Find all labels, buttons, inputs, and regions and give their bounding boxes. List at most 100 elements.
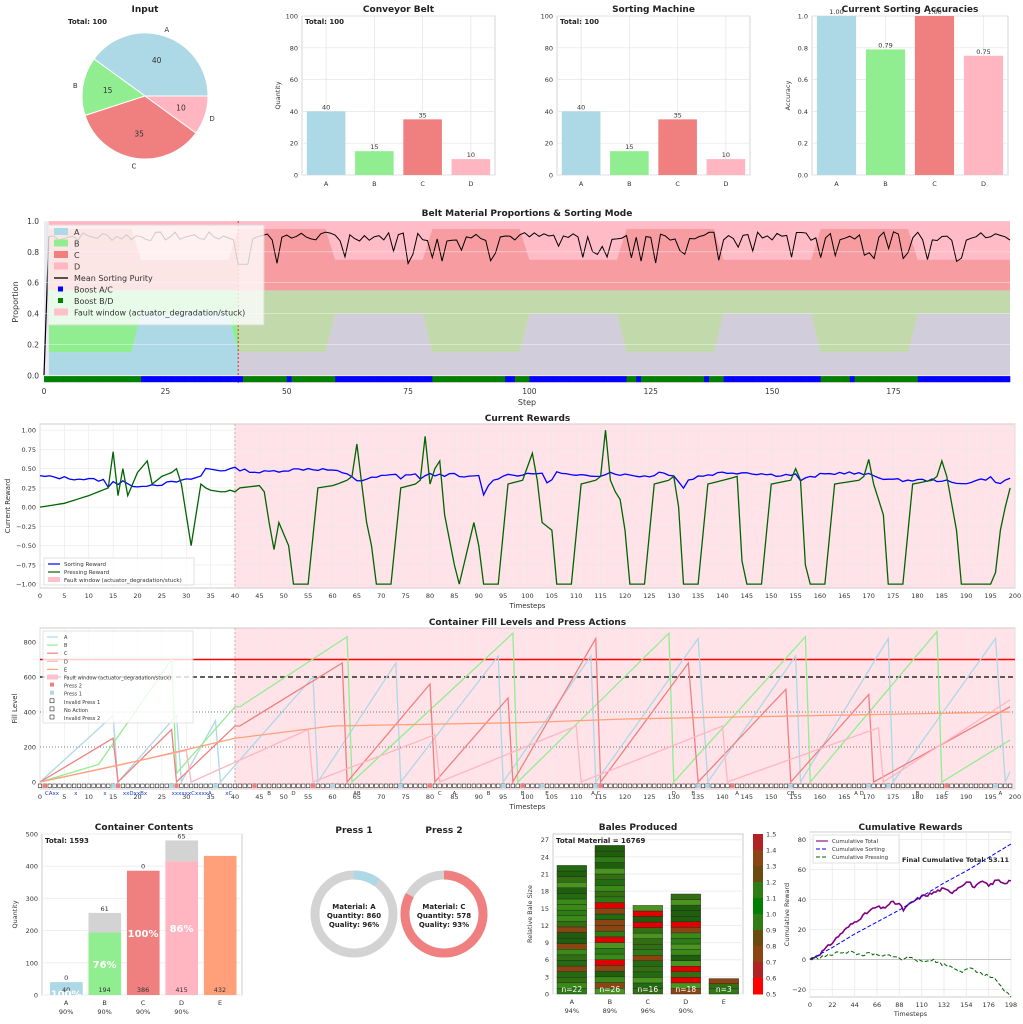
mode-marker [995, 376, 1001, 383]
x-tick-label: D [468, 180, 473, 188]
legend-swatch [49, 706, 55, 712]
action-marker [125, 783, 130, 788]
chart-title: Current Sorting Accuracies [842, 5, 979, 15]
action-marker [783, 783, 788, 788]
mode-marker [1005, 376, 1011, 383]
y-tick-label: 200 [24, 744, 36, 752]
x-tick-label: B [627, 180, 631, 188]
legend-label: Boost A/C [74, 286, 113, 295]
bale-segment [708, 978, 739, 984]
mode-marker [976, 376, 982, 383]
press-label: E [545, 791, 549, 797]
colorbar-segment [753, 914, 763, 931]
mode-marker [539, 376, 545, 383]
mode-marker [752, 376, 758, 383]
y-tick-label: 100 [286, 13, 298, 21]
press2-marker [42, 784, 47, 788]
x-tick-label: 154 [960, 1001, 972, 1009]
y-tick-label: 500 [26, 831, 38, 839]
y-tick-label: 800 [24, 639, 36, 647]
mode-marker [655, 376, 661, 383]
action-marker [306, 783, 311, 788]
bale-segment [556, 960, 587, 967]
press1-marker [501, 784, 506, 788]
extra-label: 65 [177, 832, 185, 840]
x-tick-label: 90 [475, 592, 483, 600]
press-label: B [267, 791, 271, 797]
action-marker [525, 783, 530, 788]
x-tick-label: 40 [231, 793, 239, 801]
mode-marker [427, 376, 433, 383]
mode-marker [728, 376, 734, 383]
mode-marker [587, 376, 593, 383]
mode-marker [723, 376, 729, 383]
bale-segment [556, 932, 587, 939]
y-tick-label: 15 [541, 905, 549, 913]
press-label: B [916, 791, 920, 797]
colorbar-tick: 1.1 [766, 895, 776, 903]
legend-label: Fault window (actuator_degradation/stuck… [74, 309, 245, 318]
mode-marker [922, 376, 928, 383]
x-tick-label: 180 [911, 793, 923, 801]
mode-marker [733, 376, 739, 383]
bale-segment [632, 927, 663, 934]
mode-marker [825, 376, 831, 383]
legend-label: A [74, 228, 80, 237]
invalid-label: xxxxxxCxxxxA [172, 791, 212, 797]
x-tick-label: 115 [594, 592, 606, 600]
x-tick-label: 135 [692, 793, 704, 801]
legend-label: C [74, 251, 80, 260]
action-marker [700, 783, 706, 788]
action-marker [983, 783, 988, 788]
action-marker [827, 783, 832, 788]
y-tick-label: 12 [541, 922, 549, 930]
x-tick-label: D [723, 180, 728, 188]
action-marker [154, 783, 160, 788]
action-marker [496, 783, 501, 788]
action-marker [364, 783, 369, 788]
colorbar-tick: 0.9 [766, 927, 776, 935]
press1-marker [866, 784, 871, 788]
action-marker [769, 783, 774, 788]
mode-marker [213, 376, 220, 383]
action-marker [895, 783, 901, 788]
action-marker [335, 783, 340, 788]
x-tick-label: 130 [668, 592, 680, 600]
x-tick-label: 30 [182, 793, 190, 801]
mode-marker [398, 376, 404, 383]
y-tick-label: 0.75 [22, 446, 36, 454]
press2-marker [116, 784, 120, 788]
action-marker [647, 783, 652, 788]
bar-value: 40 [322, 103, 330, 111]
bar-value: 40 [577, 103, 585, 111]
action-marker [871, 783, 876, 788]
bar-C [658, 119, 697, 175]
mode-marker [869, 376, 875, 383]
x-tick-label: 0 [42, 387, 47, 396]
legend-label: Fault window (actuator_degradation/stuck… [64, 676, 171, 682]
press2-marker [311, 784, 315, 788]
mode-marker [330, 376, 336, 383]
mode-marker [616, 376, 622, 383]
bale-segment [594, 908, 625, 915]
legend-label: D [74, 263, 80, 272]
mode-marker [980, 376, 987, 383]
mode-marker [966, 376, 972, 383]
bale-segment [632, 966, 663, 973]
bar-value: 35 [418, 111, 426, 119]
x-sublabel: 96% [641, 1007, 655, 1015]
mode-marker [738, 376, 744, 383]
x-tick-label: B [102, 999, 106, 1007]
y-tick-label: 3 [545, 973, 549, 981]
colorbar-segment [753, 882, 763, 899]
chart-title: Belt Material Proportions & Sorting Mode [422, 209, 633, 219]
mode-marker [107, 376, 113, 383]
x-tick-label: 20 [133, 793, 141, 801]
mode-marker [942, 376, 948, 383]
action-marker [627, 783, 632, 788]
mode-marker [97, 376, 103, 383]
action-marker [891, 783, 896, 788]
fault-window [238, 221, 1011, 383]
mode-marker [194, 376, 200, 383]
